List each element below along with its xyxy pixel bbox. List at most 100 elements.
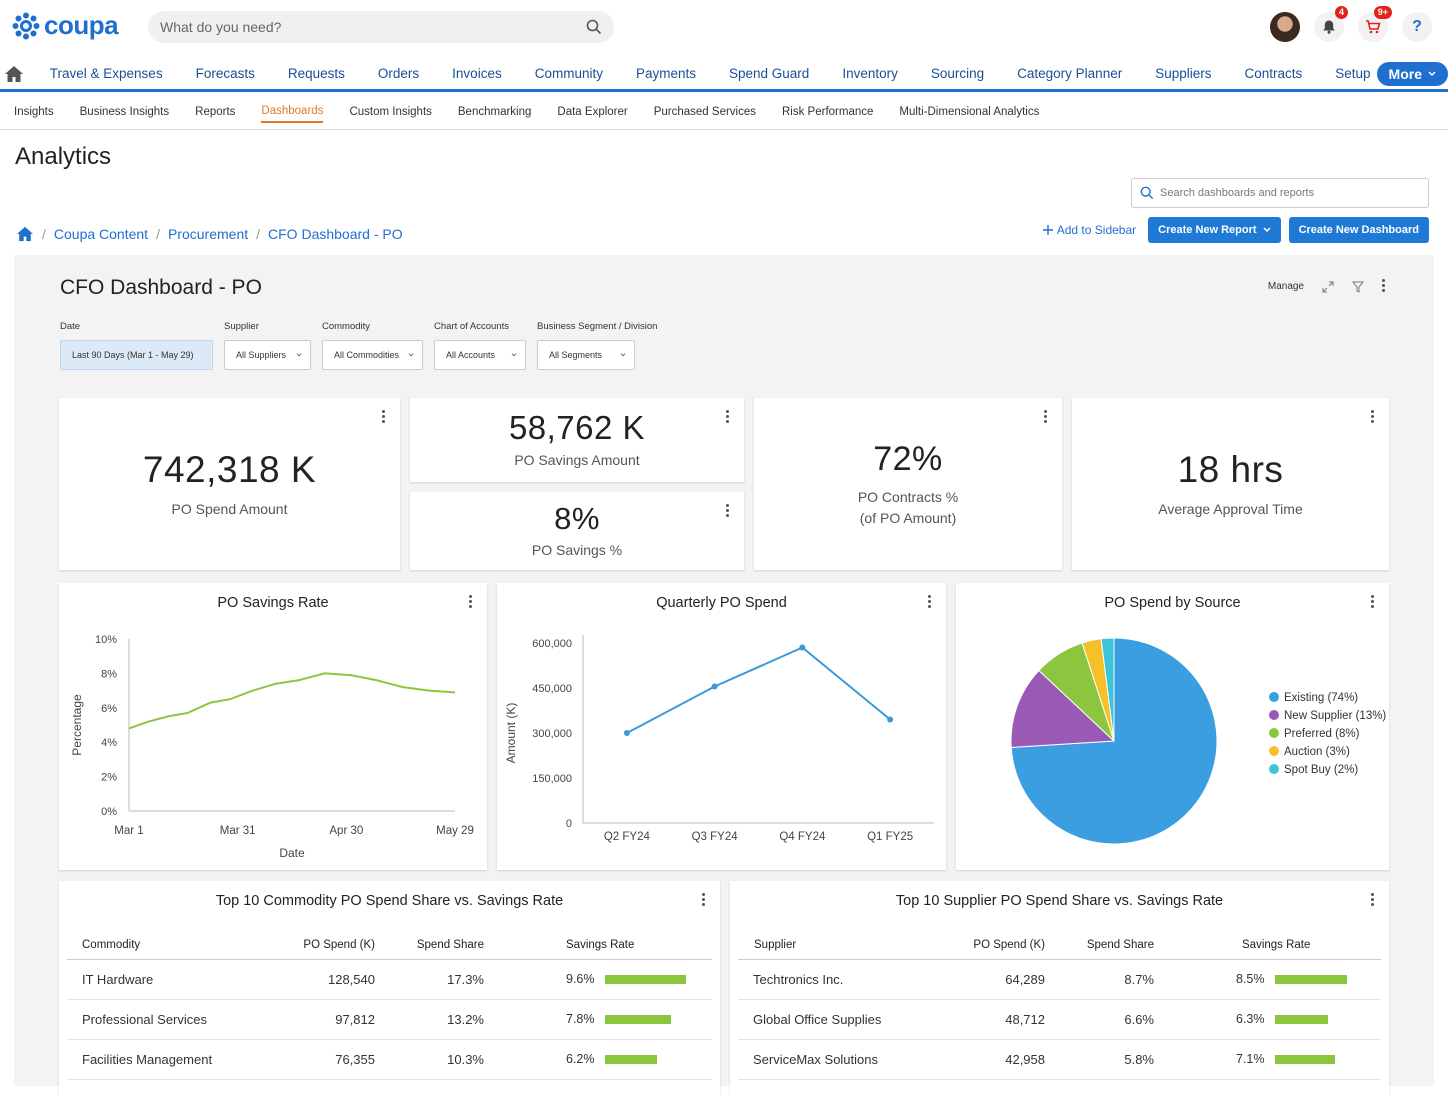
table-row[interactable]: Global Office Supplies 48,712 6.6% 6.3% <box>738 999 1381 1040</box>
card-more-icon[interactable] <box>702 893 706 908</box>
card-more-icon[interactable] <box>726 410 730 425</box>
data-point <box>799 644 806 651</box>
subnav-multi-dimensional-analytics[interactable]: Multi-Dimensional Analytics <box>899 105 1040 118</box>
filter-icon[interactable] <box>1352 281 1364 293</box>
global-search-input[interactable] <box>160 19 586 35</box>
table-row[interactable]: Professional Services 97,812 13.2% 7.8% <box>67 999 712 1040</box>
create-new-report-button[interactable]: Create New Report <box>1148 217 1281 243</box>
spend-cell: 64,289 <box>938 959 1049 1000</box>
x-axis-label: Date <box>279 846 305 860</box>
card-more-icon[interactable] <box>1371 410 1375 425</box>
commodity-filter-select[interactable]: All Commodities <box>322 340 423 370</box>
table-row[interactable]: Facilities Management 76,355 10.3% 6.2% <box>67 1039 712 1080</box>
help-button[interactable]: ? <box>1402 12 1432 42</box>
segment-filter-select[interactable]: All Segments <box>537 340 635 370</box>
column-header[interactable]: PO Spend (K) <box>938 931 1049 960</box>
expand-icon[interactable] <box>1322 281 1334 293</box>
nav-community[interactable]: Community <box>534 66 603 81</box>
filter-value: All Accounts <box>446 350 496 360</box>
y-axis-label: Percentage <box>70 694 84 756</box>
search-icon[interactable] <box>586 19 602 35</box>
notifications-button[interactable]: 4 <box>1314 6 1348 42</box>
column-header[interactable]: Commodity <box>67 931 267 960</box>
subnav-risk-performance[interactable]: Risk Performance <box>782 105 874 118</box>
savings-rate-cell: 6.2% <box>510 1039 712 1080</box>
commodity-table-card: Top 10 Commodity PO Spend Share vs. Savi… <box>59 881 720 1096</box>
nav-orders[interactable]: Orders <box>377 66 420 81</box>
home-nav-button[interactable] <box>0 65 29 83</box>
nav-suppliers[interactable]: Suppliers <box>1155 66 1212 81</box>
table-row[interactable]: IT Hardware 128,540 17.3% 9.6% <box>67 959 712 1000</box>
global-search[interactable] <box>148 11 614 43</box>
column-header[interactable]: Supplier <box>738 931 938 960</box>
nav-requests[interactable]: Requests <box>287 66 345 81</box>
subnav-purchased-services[interactable]: Purchased Services <box>653 105 756 118</box>
main-navigation: Travel & Expenses Forecasts Requests Ord… <box>0 58 1448 92</box>
card-more-icon[interactable] <box>726 504 730 519</box>
nav-contracts[interactable]: Contracts <box>1244 66 1303 81</box>
breadcrumb-coupa-content[interactable]: Coupa Content <box>53 226 149 242</box>
dashboard-search-input[interactable] <box>1160 187 1420 199</box>
manage-button[interactable]: Manage <box>1267 281 1304 292</box>
subnav-data-explorer[interactable]: Data Explorer <box>557 105 628 118</box>
nav-setup[interactable]: Setup <box>1335 66 1371 81</box>
home-icon[interactable] <box>16 226 34 242</box>
subnav-reports[interactable]: Reports <box>195 105 236 118</box>
column-header[interactable]: Savings Rate <box>510 931 712 960</box>
nav-category-planner[interactable]: Category Planner <box>1017 66 1123 81</box>
more-menu-button[interactable]: More <box>1376 61 1448 86</box>
savings-rate-value: 6.3% <box>1236 1012 1265 1026</box>
coupa-logo[interactable]: coupa <box>12 10 119 41</box>
table-row[interactable]: Techtronics Inc. 64,289 8.7% 8.5% <box>738 959 1381 1000</box>
card-more-icon[interactable] <box>1371 595 1375 610</box>
table-title: Top 10 Supplier PO Spend Share vs. Savin… <box>895 893 1224 909</box>
nav-travel-expenses[interactable]: Travel & Expenses <box>49 66 163 81</box>
savings-rate-bar <box>1274 975 1347 985</box>
chart-title: PO Savings Rate <box>217 595 329 611</box>
nav-forecasts[interactable]: Forecasts <box>195 66 255 81</box>
subnav-benchmarking[interactable]: Benchmarking <box>457 105 532 118</box>
subnav-insights[interactable]: Insights <box>14 105 54 118</box>
card-more-icon[interactable] <box>1371 893 1375 908</box>
breadcrumb-current[interactable]: CFO Dashboard - PO <box>268 226 403 242</box>
card-more-icon[interactable] <box>928 595 932 610</box>
subnav-dashboards[interactable]: Dashboards <box>261 101 324 123</box>
date-filter-select[interactable]: Last 90 Days (Mar 1 - May 29) <box>60 340 213 370</box>
nav-sourcing[interactable]: Sourcing <box>930 66 985 81</box>
accounts-filter-select[interactable]: All Accounts <box>434 340 526 370</box>
x-tick-label: May 29 <box>436 825 474 837</box>
y-tick-label: 6% <box>101 703 117 715</box>
column-header[interactable]: Spend Share <box>1049 931 1180 960</box>
column-header[interactable]: Spend Share <box>379 931 510 960</box>
legend-swatch <box>1269 710 1279 720</box>
add-to-sidebar-button[interactable]: Add to Sidebar <box>1042 223 1136 237</box>
supplier-filter-select[interactable]: All Suppliers <box>224 340 311 370</box>
user-avatar[interactable] <box>1270 12 1300 42</box>
more-label: More <box>1388 65 1422 82</box>
column-header[interactable]: PO Spend (K) <box>267 931 379 960</box>
quarterly-po-spend-card: Quarterly PO Spend 0 150,000 300,000 450,00… <box>497 583 946 870</box>
dashboard-more-icon[interactable] <box>1382 279 1386 294</box>
table-header-row: Commodity PO Spend (K) Spend Share Savin… <box>67 931 712 960</box>
column-header[interactable]: Savings Rate <box>1180 931 1381 960</box>
nav-payments[interactable]: Payments <box>635 66 696 81</box>
subnav-custom-insights[interactable]: Custom Insights <box>349 105 432 118</box>
card-more-icon[interactable] <box>382 410 386 425</box>
breadcrumb-separator: / <box>156 226 160 242</box>
chevron-down-icon <box>620 353 626 357</box>
kpi-approval-time-card: 18 hrs Average Approval Time <box>1072 398 1389 570</box>
create-new-dashboard-button[interactable]: Create New Dashboard <box>1288 217 1429 243</box>
table-row[interactable]: ServiceMax Solutions 42,958 5.8% 7.1% <box>738 1039 1381 1080</box>
nav-spend-guard[interactable]: Spend Guard <box>729 66 810 81</box>
nav-inventory[interactable]: Inventory <box>842 66 898 81</box>
cart-button[interactable]: 9+ <box>1358 6 1392 42</box>
share-cell: 8.7% <box>1049 959 1180 1000</box>
subnav-business-insights[interactable]: Business Insights <box>79 105 170 118</box>
savings-rate-bar <box>604 1055 658 1065</box>
card-more-icon[interactable] <box>1044 410 1048 425</box>
dashboard-search[interactable] <box>1131 178 1429 208</box>
legend-swatch <box>1269 764 1279 774</box>
nav-invoices[interactable]: Invoices <box>452 66 502 81</box>
breadcrumb-procurement[interactable]: Procurement <box>167 226 249 242</box>
card-more-icon[interactable] <box>469 595 473 610</box>
